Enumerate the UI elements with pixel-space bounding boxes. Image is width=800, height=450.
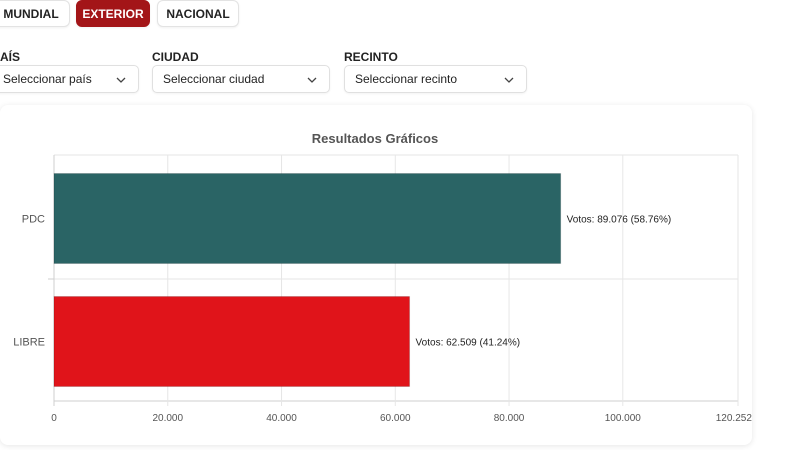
- pais-label: AÍS: [0, 50, 21, 64]
- tab-nacional[interactable]: NACIONAL: [157, 0, 239, 27]
- category-label: LIBRE: [13, 337, 45, 349]
- x-tick-label: 120.252,6: [716, 413, 752, 424]
- category-label: PDC: [22, 214, 45, 226]
- x-tick-label: 20.000: [152, 413, 183, 424]
- results-chart-card: Resultados Gráficos PDC Votos: 89.076 (58…: [0, 105, 752, 445]
- results-bar-chart: Resultados Gráficos PDC Votos: 89.076 (58…: [13, 131, 752, 424]
- bar-pdc[interactable]: [53, 173, 562, 264]
- chevron-down-icon: [504, 77, 514, 83]
- x-tick-label: 60.000: [380, 413, 411, 424]
- ciudad-label: CIUDAD: [152, 50, 199, 64]
- recinto-select-value: Seleccionar recinto: [355, 72, 458, 86]
- x-tick-label: 0: [51, 413, 57, 424]
- chevron-down-icon: [307, 77, 317, 83]
- recinto-select[interactable]: Seleccionar recinto: [344, 65, 527, 93]
- pais-select[interactable]: Seleccionar país: [0, 65, 139, 93]
- ciudad-select-value: Seleccionar ciudad: [163, 72, 265, 86]
- data-label: Votos: 62.509 (41.24%): [416, 338, 521, 349]
- ciudad-select[interactable]: Seleccionar ciudad: [152, 65, 330, 93]
- bar-libre[interactable]: [53, 296, 411, 387]
- x-tick-label: 80.000: [494, 413, 525, 424]
- chevron-down-icon: [116, 77, 126, 83]
- tab-exterior[interactable]: EXTERIOR: [76, 0, 150, 27]
- x-tick-label: 40.000: [266, 413, 297, 424]
- chart-title: Resultados Gráficos: [312, 131, 438, 146]
- pais-select-value: Seleccionar país: [3, 72, 92, 86]
- tab-mundial[interactable]: MUNDIAL: [0, 0, 70, 27]
- data-label: Votos: 89.076 (58.76%): [567, 215, 672, 226]
- x-tick-label: 100.000: [605, 413, 642, 424]
- recinto-label: RECINTO: [344, 50, 398, 64]
